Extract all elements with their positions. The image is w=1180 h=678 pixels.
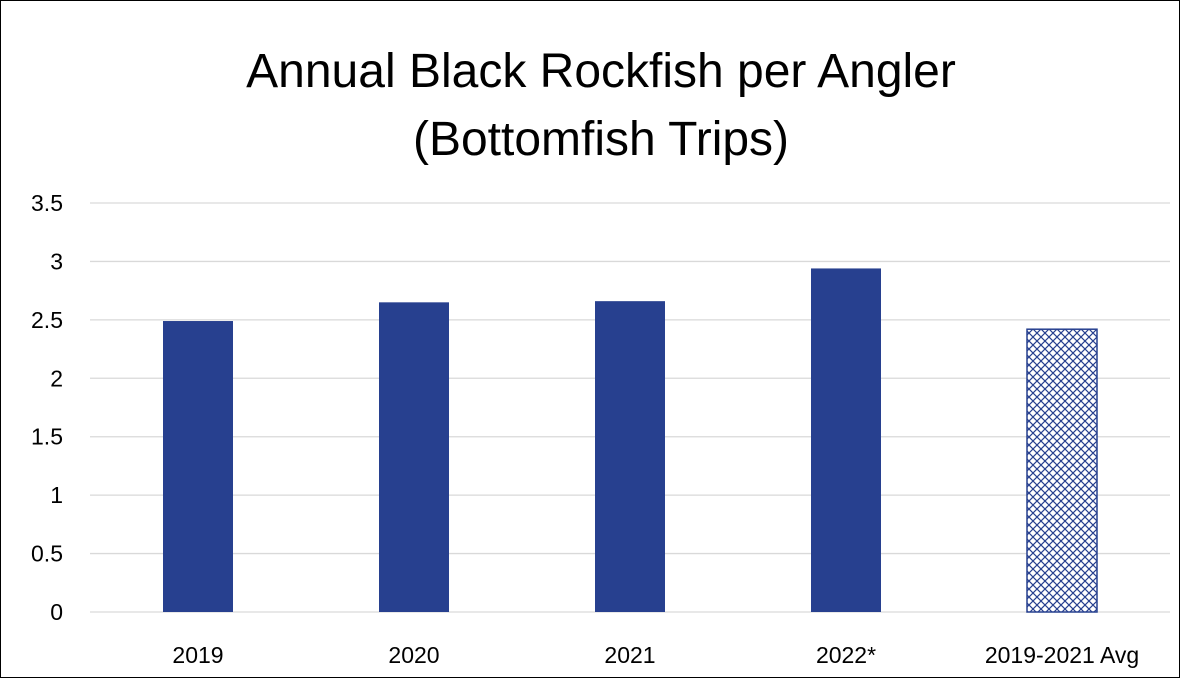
bar-2019-2021-avg [1026, 328, 1098, 613]
chart-title-line-2: (Bottomfish Trips) [413, 113, 789, 166]
y-tick-label: 3.5 [31, 190, 63, 216]
y-tick-label: 1.5 [31, 424, 63, 450]
x-category-label: 2021 [604, 642, 655, 668]
bars [163, 268, 1098, 613]
x-category-label: 2020 [388, 642, 439, 668]
bar-2019 [163, 321, 233, 612]
bar-2020 [379, 302, 449, 612]
x-category-label: 2019-2021 Avg [985, 642, 1139, 668]
x-axis-category-labels: 2019 2020 2021 2022* 2019-2021 Avg [172, 642, 1139, 668]
y-tick-label: 2 [50, 365, 63, 391]
y-tick-label: 1 [50, 482, 63, 508]
y-tick-label: 0 [50, 599, 63, 625]
y-tick-label: 2.5 [31, 307, 63, 333]
bar-2022 [811, 268, 881, 612]
x-category-label: 2019 [172, 642, 223, 668]
x-category-label: 2022* [816, 642, 876, 668]
y-axis-tick-labels: 0 0.5 1 1.5 2 2.5 3 3.5 [31, 190, 63, 625]
chart-title-line-1: Annual Black Rockfish per Angler [246, 45, 956, 98]
bar-2021 [595, 301, 665, 612]
y-tick-label: 0.5 [31, 541, 63, 567]
y-tick-label: 3 [50, 248, 63, 274]
